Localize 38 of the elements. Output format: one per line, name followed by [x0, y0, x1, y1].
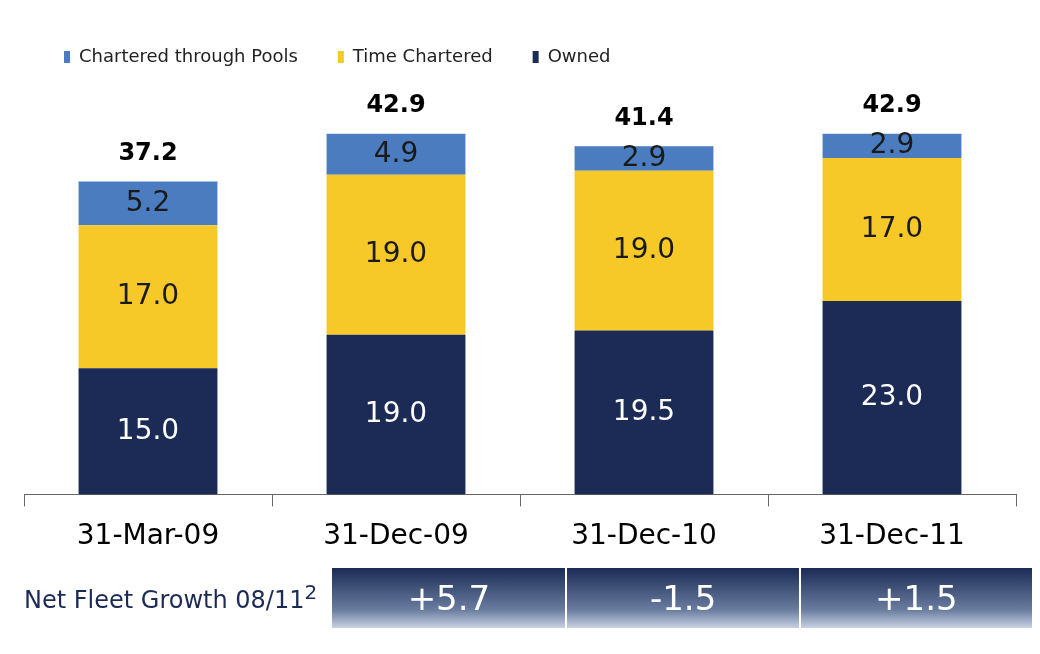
bar — [822, 301, 962, 495]
total-label: 37.2 — [118, 137, 178, 166]
bar — [574, 170, 714, 331]
data-label: 5.2 — [125, 184, 171, 218]
data-label: 17.0 — [116, 278, 180, 312]
legend-label: Time Chartered — [351, 44, 493, 66]
data-label: 19.5 — [612, 393, 676, 427]
bar — [326, 334, 466, 495]
bar — [78, 181, 218, 226]
bar — [574, 146, 714, 171]
data-label: 15.0 — [116, 412, 180, 446]
x-tick-label: 31-Dec-09 — [323, 518, 469, 552]
data-label: 2.9 — [869, 127, 915, 161]
data-label: 19.0 — [612, 231, 676, 265]
text: -1.5 — [565, 568, 799, 628]
x-tick-label: 31-Mar-09 — [76, 518, 220, 552]
data-label: 2.9 — [621, 139, 667, 173]
bar — [326, 133, 466, 175]
legend-label: Chartered through Pools — [79, 44, 298, 66]
bar — [574, 330, 714, 495]
text: +1.5 — [798, 568, 1033, 628]
x-tick-label: 31-Dec-10 — [571, 518, 717, 552]
bar — [78, 225, 218, 369]
data-label: 17.0 — [860, 210, 924, 244]
x-tick-label: 31-Dec-11 — [819, 518, 965, 552]
total-label: 41.4 — [614, 102, 674, 131]
bar — [326, 174, 466, 335]
data-label: 19.0 — [364, 236, 428, 270]
total-label: 42.9 — [366, 89, 426, 118]
bar — [822, 158, 962, 301]
bar — [78, 368, 218, 495]
text: Net Fleet Growth 08/11$^{2}$ — [24, 579, 319, 616]
total-label: 42.9 — [862, 89, 922, 118]
data-label: 19.0 — [364, 395, 428, 429]
data-label: 23.0 — [860, 378, 924, 412]
legend-label: Owned — [547, 44, 611, 66]
data-label: 4.9 — [373, 135, 419, 169]
text: +5.7 — [332, 568, 566, 628]
